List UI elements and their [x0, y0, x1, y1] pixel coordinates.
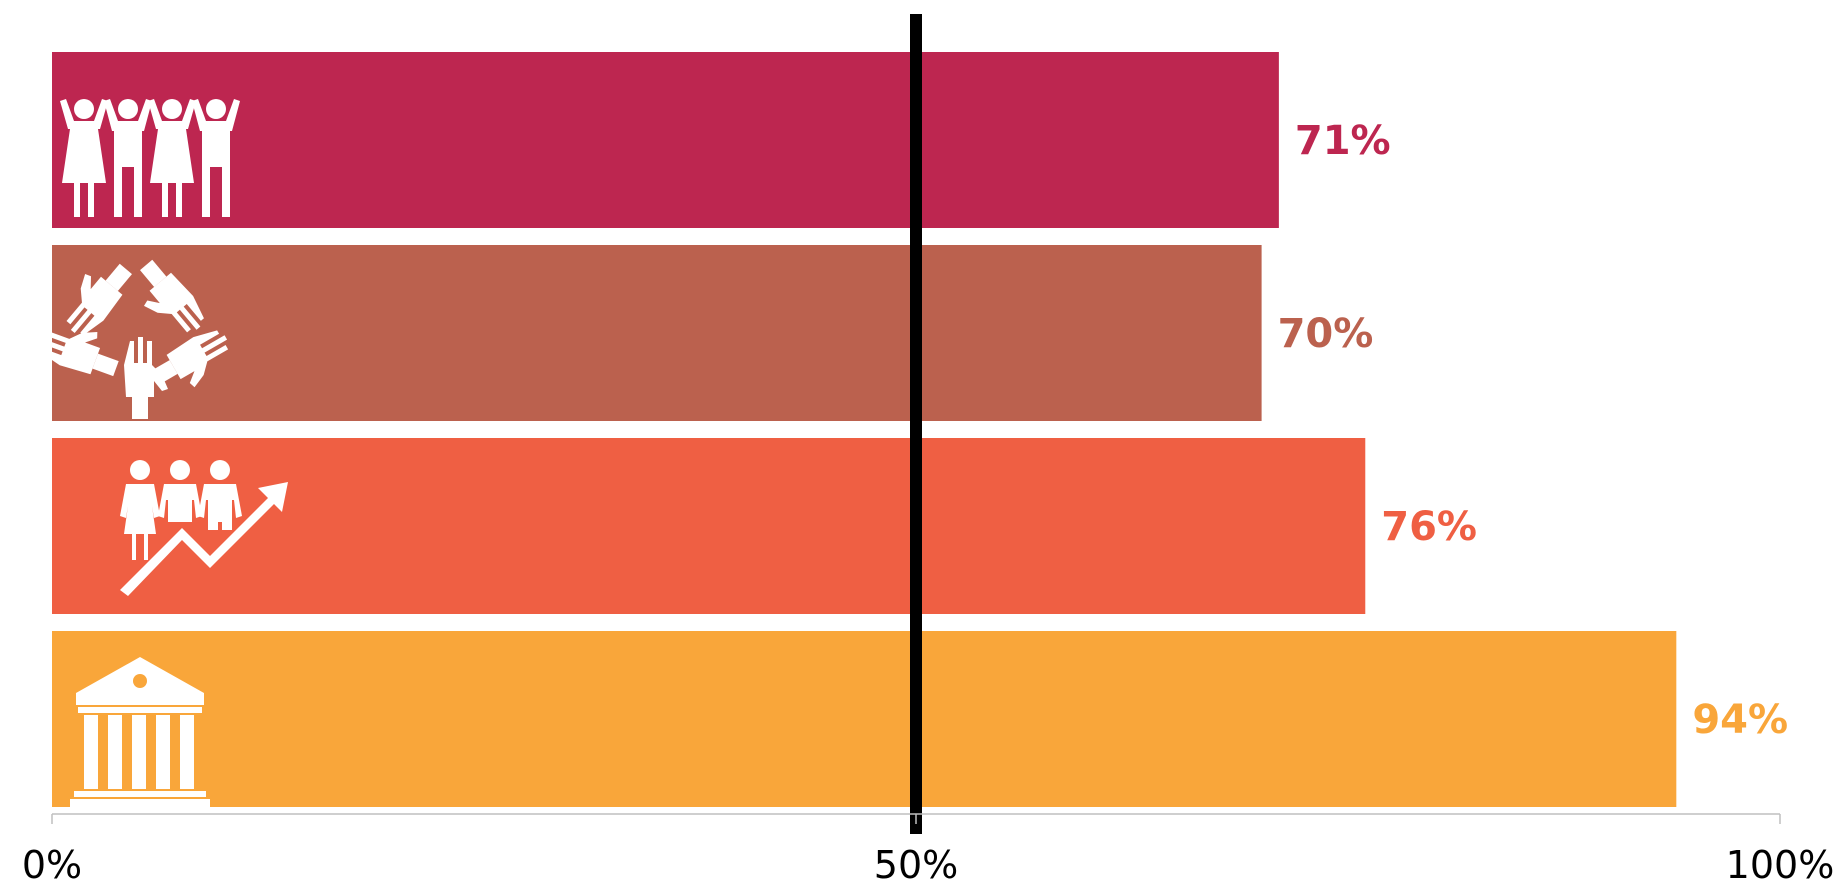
bar-4	[52, 631, 1677, 807]
x-axis: 0% 50% 100%	[22, 813, 1835, 882]
bar-1	[52, 52, 1279, 228]
x-tick-label: 100%	[1726, 843, 1835, 882]
bar-value-label-2: 70%	[1278, 311, 1374, 357]
bar-3	[52, 438, 1366, 614]
bars-layer	[52, 52, 1677, 807]
x-tick-label: 0%	[22, 843, 82, 882]
x-tick-label: 50%	[874, 843, 958, 882]
bar-2	[52, 245, 1262, 421]
labels-layer: 71% 70% 76% 94%	[1278, 118, 1788, 743]
bar-value-label-3: 76%	[1381, 504, 1477, 550]
bar-value-label-4: 94%	[1692, 697, 1788, 743]
bar-value-label-1: 71%	[1295, 118, 1391, 164]
